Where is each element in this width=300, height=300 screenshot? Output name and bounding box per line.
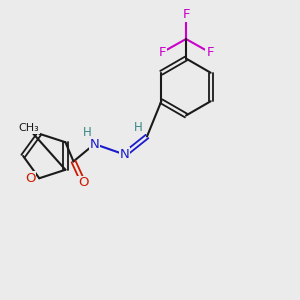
Text: F: F	[206, 46, 214, 59]
Text: F: F	[158, 46, 166, 59]
Text: H: H	[134, 121, 142, 134]
Text: N: N	[90, 137, 99, 151]
Text: O: O	[78, 176, 89, 190]
Text: N: N	[120, 148, 129, 161]
Text: H: H	[82, 126, 91, 139]
Text: CH₃: CH₃	[18, 123, 39, 134]
Text: O: O	[25, 172, 35, 185]
Text: F: F	[182, 8, 190, 22]
